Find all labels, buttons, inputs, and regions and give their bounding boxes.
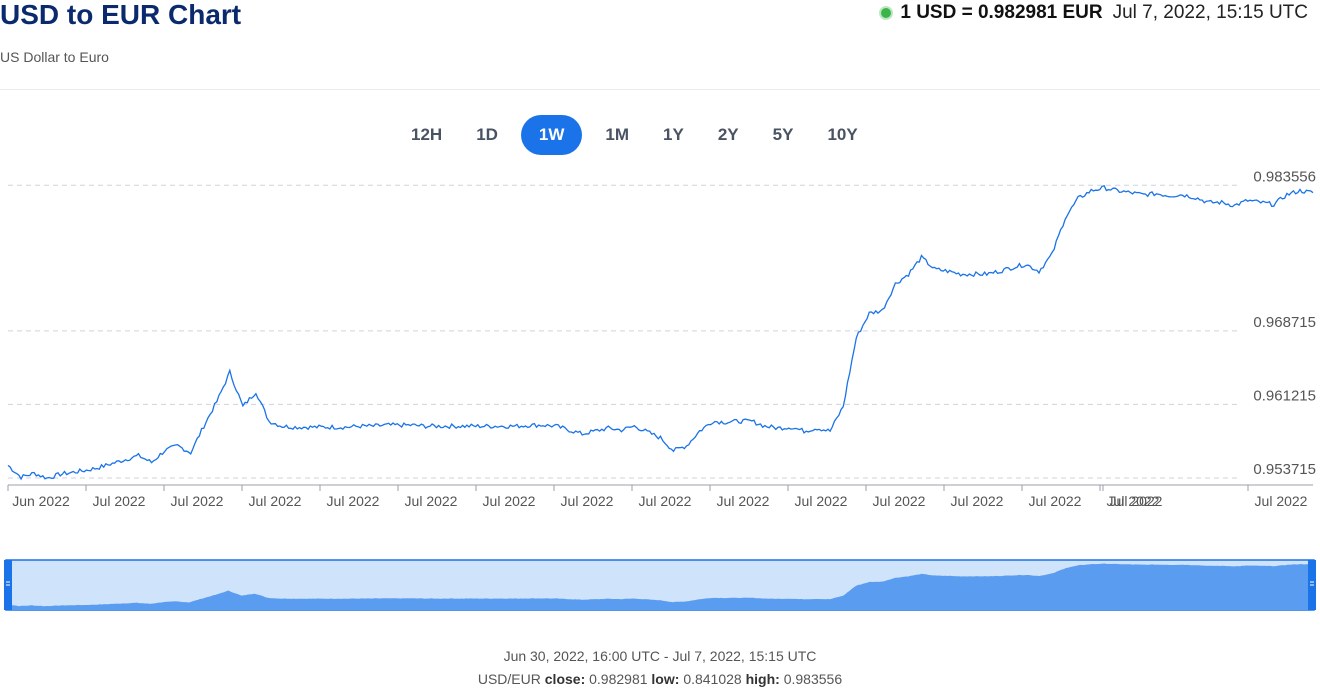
live-status-dot-icon bbox=[881, 8, 892, 18]
high-value: 0.983556 bbox=[783, 671, 843, 687]
x-tick-label: Jul 2022 bbox=[639, 493, 692, 509]
date-range-text: Jun 30, 2022, 16:00 UTC - Jul 7, 2022, 1… bbox=[503, 648, 817, 664]
pair-label: USD/EUR bbox=[477, 671, 541, 687]
x-tick-label: Jul 2022 bbox=[717, 493, 770, 509]
tab-2y[interactable]: 2Y bbox=[717, 125, 739, 144]
x-tick-label: Jul 2022 bbox=[1255, 493, 1308, 509]
tab-1d[interactable]: 1D bbox=[476, 125, 498, 144]
tab-5y[interactable]: 5Y bbox=[772, 125, 794, 144]
x-tick-label: Jul 2022 bbox=[1107, 493, 1160, 509]
rate-timestamp: Jul 7, 2022, 15:15 UTC bbox=[1112, 2, 1308, 23]
x-tick-label: Jun 2022 bbox=[12, 493, 70, 509]
x-tick-label: Jul 2022 bbox=[327, 493, 380, 509]
y-tick-label: 0.968715 bbox=[1253, 314, 1316, 331]
main-chart[interactable]: 0.983556 0.968715 0.961215 0.953715 Jun 2022… bbox=[0, 170, 1320, 515]
usd-eur-series-line bbox=[7, 185, 1314, 481]
low-value: 0.841028 bbox=[683, 671, 742, 687]
header-divider bbox=[0, 89, 1320, 90]
live-rate: 1 USD = 0.982981 EUR Jul 7, 2022, 15:15 … bbox=[881, 2, 1308, 24]
y-tick-label: 0.983556 bbox=[1253, 170, 1316, 185]
close-value: 0.982981 bbox=[589, 671, 648, 687]
tab-1y[interactable]: 1Y bbox=[663, 125, 684, 144]
y-tick-label: 0.961215 bbox=[1253, 387, 1316, 404]
close-label: close: bbox=[544, 671, 586, 687]
tab-1w[interactable]: 1W bbox=[520, 115, 583, 155]
page-subtitle: US Dollar to Euro bbox=[0, 49, 109, 65]
x-tick-label: Jul 2022 bbox=[249, 493, 302, 509]
tab-1m[interactable]: 1M bbox=[605, 125, 630, 144]
x-tick-label: Jul 2022 bbox=[171, 493, 224, 509]
range-tabs: 12H 1D 1W 1M 1Y 2Y 5Y 10Y bbox=[394, 115, 875, 155]
y-tick-label: 0.953715 bbox=[1253, 461, 1316, 478]
page-title: USD to EUR Chart bbox=[0, 0, 242, 30]
x-tick-label: Jul 2022 bbox=[405, 493, 458, 509]
tab-10y[interactable]: 10Y bbox=[827, 125, 858, 144]
x-tick-label: Jul 2022 bbox=[795, 493, 848, 509]
x-tick-label: Jul 2022 bbox=[951, 493, 1004, 509]
tab-12h[interactable]: 12H bbox=[411, 125, 443, 144]
x-tick-label: Jul 2022 bbox=[483, 493, 536, 509]
x-tick-label: Jul 2022 bbox=[1110, 493, 1163, 509]
rate-value: 1 USD = 0.982981 EUR bbox=[900, 2, 1103, 23]
navigator-area bbox=[6, 563, 1314, 610]
navigator-chart[interactable] bbox=[0, 555, 1320, 615]
high-label: high: bbox=[745, 671, 780, 687]
low-label: low: bbox=[651, 671, 680, 687]
x-tick-label: Jul 2022 bbox=[873, 493, 926, 509]
x-tick-label: Jul 2022 bbox=[1029, 493, 1082, 509]
x-tick-label: Jul 2022 bbox=[561, 493, 614, 509]
x-tick-label: Jul 2022 bbox=[93, 493, 146, 509]
ohlc-summary: USD/EUR close: 0.982981 low: 0.841028 hi… bbox=[0, 671, 1320, 687]
